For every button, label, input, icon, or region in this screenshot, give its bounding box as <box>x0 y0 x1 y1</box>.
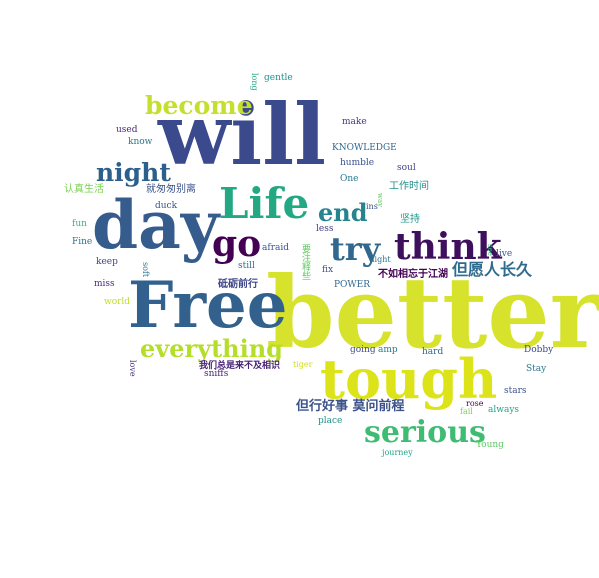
word-life: Life <box>219 179 310 228</box>
word-miss: miss <box>94 279 115 289</box>
word-love: love <box>128 360 137 377</box>
word-used: used <box>116 125 138 135</box>
word-going: going <box>350 345 376 355</box>
word-free: Free <box>128 268 288 343</box>
word-tough: tough <box>320 347 498 411</box>
word-young: Young <box>476 440 504 450</box>
word-cn-buru: 不如相忘于江湖 <box>378 269 448 280</box>
word-light: light <box>372 255 391 264</box>
word-make: make <box>342 117 367 127</box>
word-end: end <box>318 198 368 227</box>
word-stay: Stay <box>526 364 547 374</box>
word-cn-gongzuo: 工作时间 <box>389 181 429 192</box>
word-power: POWER <box>334 280 371 290</box>
word-gentle: gentle <box>264 73 293 83</box>
word-tiger: tiger <box>293 360 313 369</box>
word-humble: humble <box>340 158 375 168</box>
word-way: way <box>376 193 384 208</box>
word-cn-zhushi: 要注释些 <box>300 244 310 280</box>
word-long: long <box>250 73 259 91</box>
word-go: go <box>212 223 262 265</box>
word-fun: fun <box>72 219 87 229</box>
word-cn-dili: 砥砺前行 <box>218 279 258 290</box>
word-always: always <box>488 405 520 415</box>
word-better: better <box>266 256 599 371</box>
word-cn-jianchi: 坚持 <box>400 214 420 225</box>
word-ins: ins <box>366 202 378 211</box>
word-afraid: afraid <box>262 243 290 253</box>
word-knowledge: KNOWLEDGE <box>332 143 397 153</box>
word-night: night <box>96 158 171 187</box>
word-duck: duck <box>155 201 178 211</box>
word-place: place <box>318 416 343 426</box>
word-one: One <box>340 174 359 184</box>
word-live: live <box>496 249 513 259</box>
word-fine: Fine <box>72 237 93 247</box>
word-become: become <box>145 91 253 120</box>
word-soul: soul <box>397 163 416 173</box>
word-world: world <box>104 297 131 307</box>
word-cn-women: 我们总是来不及相识 <box>199 361 281 371</box>
word-cn-renzhen: 认真生活 <box>64 184 104 195</box>
word-serious: serious <box>364 415 486 450</box>
word-fix: fix <box>322 265 334 275</box>
word-journey: journey <box>382 448 413 457</box>
word-keep: keep <box>96 257 118 267</box>
word-try: try <box>330 230 381 268</box>
word-will: will <box>158 85 327 184</box>
word-cn-danyuan: 但愿人长久 <box>452 260 533 279</box>
word-soft: soft <box>141 262 150 278</box>
word-day: day <box>92 186 220 264</box>
word-cn-congcong: 就匆匆别离 <box>146 184 196 195</box>
word-cn-danxing: 但行好事 莫问前程 <box>296 399 405 414</box>
word-still: still <box>238 261 255 271</box>
word-stars: stars <box>504 386 527 396</box>
word-everything: everything <box>140 334 283 363</box>
word-see: see <box>486 244 494 256</box>
word-sniffs: sniffs <box>204 369 229 379</box>
word-hard: hard <box>422 347 444 357</box>
word-amp: amp <box>378 345 398 355</box>
word-rose: rose <box>466 399 484 408</box>
word-less: less <box>316 224 334 234</box>
word-know: know <box>128 137 153 147</box>
word-dobby: Dobby <box>524 345 554 355</box>
word-fail: fail <box>460 407 473 416</box>
word-think: think <box>394 226 502 268</box>
